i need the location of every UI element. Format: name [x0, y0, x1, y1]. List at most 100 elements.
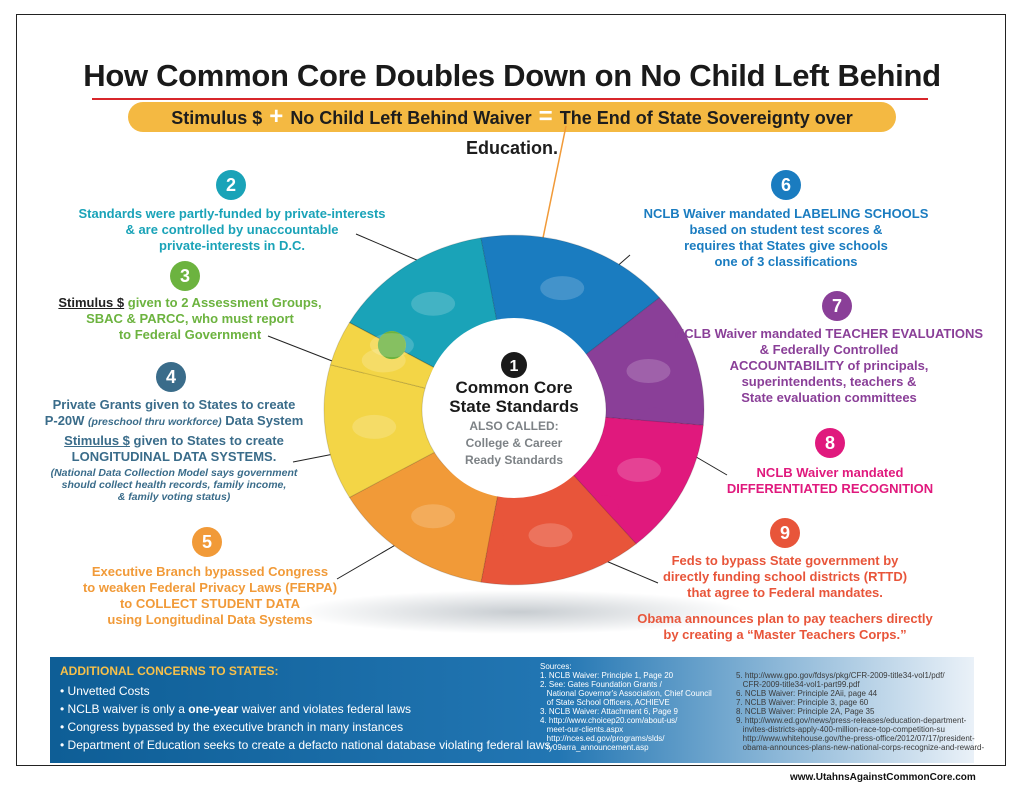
concern-item-1: Unvetted Costs — [60, 682, 551, 700]
page-title: How Common Core Doubles Down on No Child… — [83, 58, 941, 93]
item-7-line2: & Federally Controlled — [759, 342, 899, 357]
badge-2: 2 — [216, 170, 246, 200]
concern-item-2: NCLB waiver is only a one-year waiver an… — [60, 700, 551, 718]
sources-right: 5. http://www.gpo.gov/fdsys/pkg/CFR-2009… — [736, 671, 985, 752]
badge-9: 9 — [770, 518, 800, 548]
concerns-list: Unvetted Costs NCLB waiver is only a one… — [60, 682, 551, 754]
source-line: 7. NCLB Waiver: Principle 3, page 60 — [736, 698, 869, 707]
source-line: of State School Officers, ACHIEVE — [540, 698, 670, 707]
center-also-line2: College & Career — [465, 436, 563, 450]
source-line: 3. NCLB Waiver: Attachment 6, Page 9 — [540, 707, 678, 716]
item-3-text: Stimulus $ given to 2 Assessment Groups,… — [40, 295, 340, 343]
badge-7: 7 — [822, 291, 852, 321]
item-4-line4: LONGITUDINAL DATA SYSTEMS. — [71, 449, 277, 464]
item-5-line2: to weaken Federal Privacy Laws (FERPA) — [82, 580, 338, 595]
segment-8-highlight — [617, 457, 662, 482]
sources-right-list: 5. http://www.gpo.gov/fdsys/pkg/CFR-2009… — [736, 671, 985, 752]
item-4-note1: (National Data Collection Model says gov… — [50, 467, 298, 479]
center-also-line3: Ready Standards — [464, 453, 564, 467]
center-number-badge — [501, 352, 527, 378]
banner-part1: Stimulus $ — [171, 108, 263, 128]
source-line: CFR-2009-title34-vol1-part99.pdf — [736, 680, 860, 689]
item-9-line2: directly funding school districts (RTTD) — [662, 569, 908, 584]
item-2-line3: private-interests in D.C. — [159, 238, 305, 253]
center-label: Common Core State Standards ALSO CALLED:… — [404, 378, 624, 467]
segment-2-highlight — [411, 291, 456, 316]
headline-banner: Stimulus $ + No Child Left Behind Waiver… — [128, 102, 896, 158]
item-6-line2: based on student test scores & — [689, 222, 883, 237]
item-4-stimulus: Stimulus $ — [64, 433, 130, 448]
item-7-line4: superintendents, teachers & — [741, 374, 917, 389]
center-also-line1: ALSO CALLED: — [469, 419, 559, 433]
puzzle-ring — [323, 234, 705, 586]
banner-part3: The End of State Sovereignty over Educat… — [465, 108, 853, 158]
concerns-title: ADDITIONAL CONCERNS TO STATES: — [60, 664, 279, 678]
item-9-text: Feds to bypass State government by direc… — [620, 553, 950, 643]
segment-7-highlight — [626, 358, 671, 383]
badge-5: 5 — [192, 527, 222, 557]
center-title-line1: Common Core — [455, 378, 573, 397]
item-3-line3: to Federal Government — [118, 327, 262, 342]
item-2-text: Standards were partly-funded by private-… — [56, 206, 408, 254]
item-5-line1: Executive Branch bypassed Congress — [91, 564, 329, 579]
item-7-line1: NCLB Waiver mandated TEACHER EVALUATIONS — [674, 326, 984, 341]
item-8-line2: DIFFERENTIATED RECOGNITION — [726, 481, 934, 496]
source-line: 6. NCLB Waiver: Principle 2Aii, page 44 — [736, 689, 878, 698]
segment-8 — [572, 416, 704, 545]
source-line: 8. NCLB Waiver: Principle 2A, Page 35 — [736, 707, 875, 716]
item-4-line1: Private Grants given to States to create — [52, 397, 296, 412]
concern-item-4: Department of Education seeks to create … — [60, 736, 551, 754]
badge-8: 8 — [815, 428, 845, 458]
segment-6-highlight — [540, 276, 585, 301]
source-line: http://www.whitehouse.gov/the-press-offi… — [736, 734, 975, 743]
item-9-line3: that agree to Federal mandates. — [687, 585, 883, 600]
item-2-line1: Standards were partly-funded by private-… — [78, 206, 386, 221]
source-line: meet-our-clients.aspx — [540, 725, 624, 734]
item-3-stimulus: Stimulus $ — [58, 295, 125, 310]
source-line: 2. See: Gates Foundation Grants / — [540, 680, 662, 689]
concern-item-3: Congress bypassed by the executive branc… — [60, 718, 551, 736]
badge-6: 6 — [771, 170, 801, 200]
source-line: 1. NCLB Waiver: Principle 1, Page 20 — [540, 671, 674, 680]
item-5-line4: using Longitudinal Data Systems — [107, 612, 313, 627]
item-4-line2: P-20W (preschool thru workforce) Data Sy… — [44, 413, 304, 428]
item-3-line1: Stimulus $ given to 2 Assessment Groups, — [58, 295, 322, 310]
source-line: obama-announces-plans-new-national-corps… — [736, 743, 985, 752]
center-title-line2: State Standards — [449, 397, 579, 416]
segment-4-highlight — [352, 414, 397, 439]
item-7-line3: ACCOUNTABILITY of principals, — [729, 358, 929, 373]
item-3-line2: SBAC & PARCC, who must report — [86, 311, 294, 326]
item-7-text: NCLB Waiver mandated TEACHER EVALUATIONS… — [664, 326, 994, 406]
item-8-text: NCLB Waiver mandated DIFFERENTIATED RECO… — [700, 465, 960, 497]
item-9-line4: Obama announces plan to pay teachers dir… — [637, 611, 933, 626]
segment-3-knob — [377, 331, 406, 360]
leader-line-5 — [336, 539, 405, 580]
poster-frame — [16, 14, 1006, 766]
item-6-line3: requires that States give schools — [684, 238, 888, 253]
source-line: fy09arra_announcement.asp — [540, 743, 649, 752]
segment-9-highlight — [528, 523, 573, 548]
item-5-line3: to COLLECT STUDENT DATA — [119, 596, 301, 611]
sources-left: Sources: 1. NCLB Waiver: Principle 1, Pa… — [540, 662, 730, 752]
segment-5-highlight — [411, 504, 456, 529]
sources-left-list: 1. NCLB Waiver: Principle 1, Page 20 2. S… — [540, 671, 730, 752]
item-9-line1: Feds to bypass State government by — [671, 553, 899, 568]
source-line: invites-districts-apply-400-million-race… — [736, 725, 945, 734]
item-2-line2: & are controlled by unaccountable — [125, 222, 339, 237]
item-4-note2: should collect health records, family in… — [61, 479, 287, 491]
center-number: 1 — [510, 358, 519, 375]
item-4-line3: Stimulus $ given to States to create — [64, 433, 284, 448]
segment-4 — [323, 364, 436, 499]
title-underline — [92, 98, 928, 100]
footer-url: www.UtahnsAgainstCommonCore.com — [790, 772, 976, 783]
plus-sign: + — [269, 103, 284, 130]
item-6-text: NCLB Waiver mandated LABELING SCHOOLS ba… — [626, 206, 946, 270]
source-line: 5. http://www.gpo.gov/fdsys/pkg/CFR-2009… — [736, 671, 945, 680]
item-6-line1: NCLB Waiver mandated LABELING SCHOOLS — [643, 206, 929, 221]
ring-shadow — [295, 590, 745, 634]
badge-4: 4 — [156, 362, 186, 392]
source-line: 4. http://www.choicep20.com/about-us/ — [540, 716, 678, 725]
item-4-note3: & family voting status) — [117, 491, 231, 503]
item-9-line5: by creating a “Master Teachers Corps.” — [663, 627, 907, 642]
